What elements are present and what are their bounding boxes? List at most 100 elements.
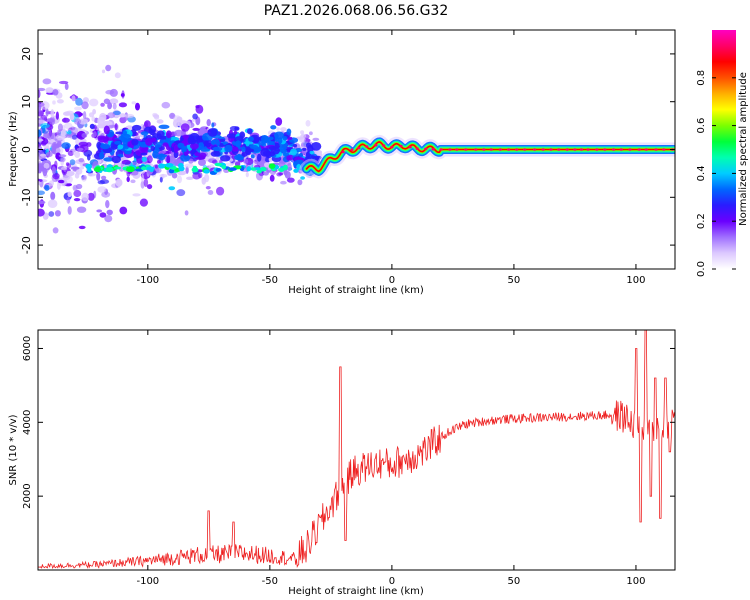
- spectrogram-noise-blob: [168, 186, 176, 191]
- spectrogram-noise-blob: [118, 113, 126, 118]
- spectrogram-hot-spot: [507, 148, 511, 151]
- spectrogram-cluster-blob: [235, 140, 242, 148]
- spectrogram-cluster-blob: [177, 142, 185, 149]
- spectrogram-noise-blob: [276, 172, 282, 177]
- spectrogram-noise-blob: [312, 137, 320, 141]
- spectrogram-noise-blob: [159, 176, 163, 183]
- spectrogram-noise-blob: [74, 106, 82, 111]
- spectrogram-cluster-blob: [96, 141, 102, 150]
- spectrogram-hot-spot: [603, 148, 607, 151]
- spectrogram-noise-blob: [184, 210, 189, 216]
- spectrogram-cluster-blob: [247, 136, 254, 142]
- spectrogram-noise-blob: [184, 163, 194, 168]
- spectrogram-hot-spot: [448, 148, 452, 151]
- spectrogram-cluster-blob: [238, 156, 244, 161]
- spectrogram-noise-blob: [65, 133, 73, 139]
- spectrogram-noise-blob: [297, 179, 303, 186]
- spectrogram-noise-blob: [174, 129, 184, 137]
- spectrogram-noise-blob: [69, 113, 75, 121]
- spectrogram-bright-spot: [125, 166, 135, 173]
- spectrogram-noise-blob: [152, 114, 160, 118]
- spectrogram-noise-blob: [112, 103, 117, 110]
- spectrogram-noise-blob: [206, 119, 211, 127]
- spectrogram-noise-blob: [67, 206, 72, 215]
- spectrogram-noise-blob: [38, 119, 46, 124]
- spectrogram-bright-spot: [178, 162, 184, 169]
- spectrogram-cluster-blob: [158, 124, 170, 129]
- spectrogram-noise-blob: [45, 87, 54, 94]
- spectrogram-noise-blob: [76, 206, 87, 213]
- spectrogram-noise-blob: [40, 153, 47, 157]
- spectrogram-cluster-blob: [117, 144, 124, 150]
- spectrogram-noise-blob: [276, 127, 280, 131]
- spectrogram-noise-blob: [207, 190, 214, 195]
- spectrogram-hot-spot: [533, 148, 537, 151]
- spectrogram-noise-blob: [245, 171, 249, 178]
- spectrogram-noise-blob: [38, 181, 41, 185]
- spectrogram-cluster-blob: [260, 148, 271, 157]
- spectrogram-noise-blob: [49, 116, 56, 126]
- spectrogram-cluster-blob: [275, 117, 283, 126]
- spectrogram-bright-spot: [158, 163, 166, 169]
- spectrogram-noise-blob: [191, 118, 195, 123]
- spectrogram-hot-spot: [654, 148, 658, 151]
- spectrogram-noise-blob: [56, 99, 64, 104]
- spectrogram-noise-blob: [38, 138, 44, 142]
- spectrogram-hot-spot: [399, 144, 403, 148]
- spectrogram-cluster-blob: [182, 134, 190, 139]
- spectrogram-noise-blob: [157, 159, 161, 164]
- spectrogram-noise-blob: [97, 186, 107, 193]
- spectrogram-x-label: Height of straight line (km): [288, 285, 424, 296]
- spectrogram-bright-spot: [228, 167, 237, 171]
- spectrogram-cluster-blob: [295, 148, 303, 153]
- spectrogram-cluster-blob: [279, 146, 287, 150]
- spectrogram-noise-blob: [97, 116, 105, 126]
- spectrogram-x-tick-label: 0: [389, 275, 395, 286]
- spectrogram-cluster-blob: [150, 145, 155, 152]
- spectrogram-noise-blob: [67, 191, 72, 198]
- spectrogram-noise-blob: [75, 97, 83, 106]
- spectrogram-noise-blob: [61, 166, 67, 171]
- spectrogram-noise-blob: [105, 64, 112, 72]
- spectrogram-y-tick-label: -10: [20, 188, 33, 206]
- spectrogram-noise-blob: [211, 122, 215, 128]
- spectrogram-noise-blob: [99, 179, 110, 185]
- spectrogram-noise-blob: [50, 143, 60, 149]
- spectrogram-noise-blob: [81, 101, 89, 110]
- spectrogram-cluster-blob: [131, 124, 142, 131]
- spectrogram-noise-blob: [154, 164, 158, 169]
- spectrogram-cluster-blob: [297, 157, 305, 161]
- spectrogram-cluster-blob: [180, 154, 191, 162]
- spectrogram-cluster-blob: [257, 153, 262, 162]
- spectrogram-hot-spot: [579, 148, 584, 151]
- spectrogram-noise-blob: [38, 190, 45, 196]
- spectrogram-x-tick-label: -100: [136, 275, 159, 286]
- spectrogram-noise-blob: [118, 102, 127, 108]
- spectrogram-cluster-blob: [210, 139, 216, 146]
- spectrogram-cluster-blob: [261, 135, 269, 144]
- spectrogram-noise-blob: [75, 138, 80, 145]
- spectrogram-noise-blob: [38, 90, 41, 98]
- spectrogram-noise-blob: [286, 177, 295, 183]
- spectrogram-bright-spot: [192, 165, 197, 170]
- spectrogram-noise-blob: [305, 120, 311, 127]
- spectrogram-bright-spot: [214, 162, 223, 167]
- spectrogram-noise-blob: [38, 103, 42, 112]
- spectrogram-hot-spot: [637, 148, 641, 151]
- spectrogram-noise-blob: [185, 166, 189, 174]
- spectrogram-noise-blob: [79, 166, 85, 170]
- spectrogram-noise-blob: [70, 126, 76, 131]
- spectrogram-noise-blob: [81, 133, 88, 138]
- spectrogram-hot-spot: [644, 148, 648, 151]
- spectrogram-noise-blob: [176, 189, 186, 197]
- spectrogram-noise-blob: [141, 173, 145, 183]
- spectrogram-bright-spot: [259, 166, 267, 172]
- spectrogram-hot-spot: [515, 148, 519, 151]
- colorbar-label: Normalized spectral amplitude: [738, 72, 749, 226]
- spectrogram-cluster-blob: [145, 137, 153, 146]
- spectrogram-noise-blob: [87, 192, 95, 201]
- spectrogram-noise-blob: [130, 179, 136, 184]
- figure-title: PAZ1.2026.068.06.56.G32: [264, 3, 449, 19]
- colorbar-tick-label: 0.4: [696, 165, 707, 181]
- spectrogram-cluster-blob: [295, 159, 304, 164]
